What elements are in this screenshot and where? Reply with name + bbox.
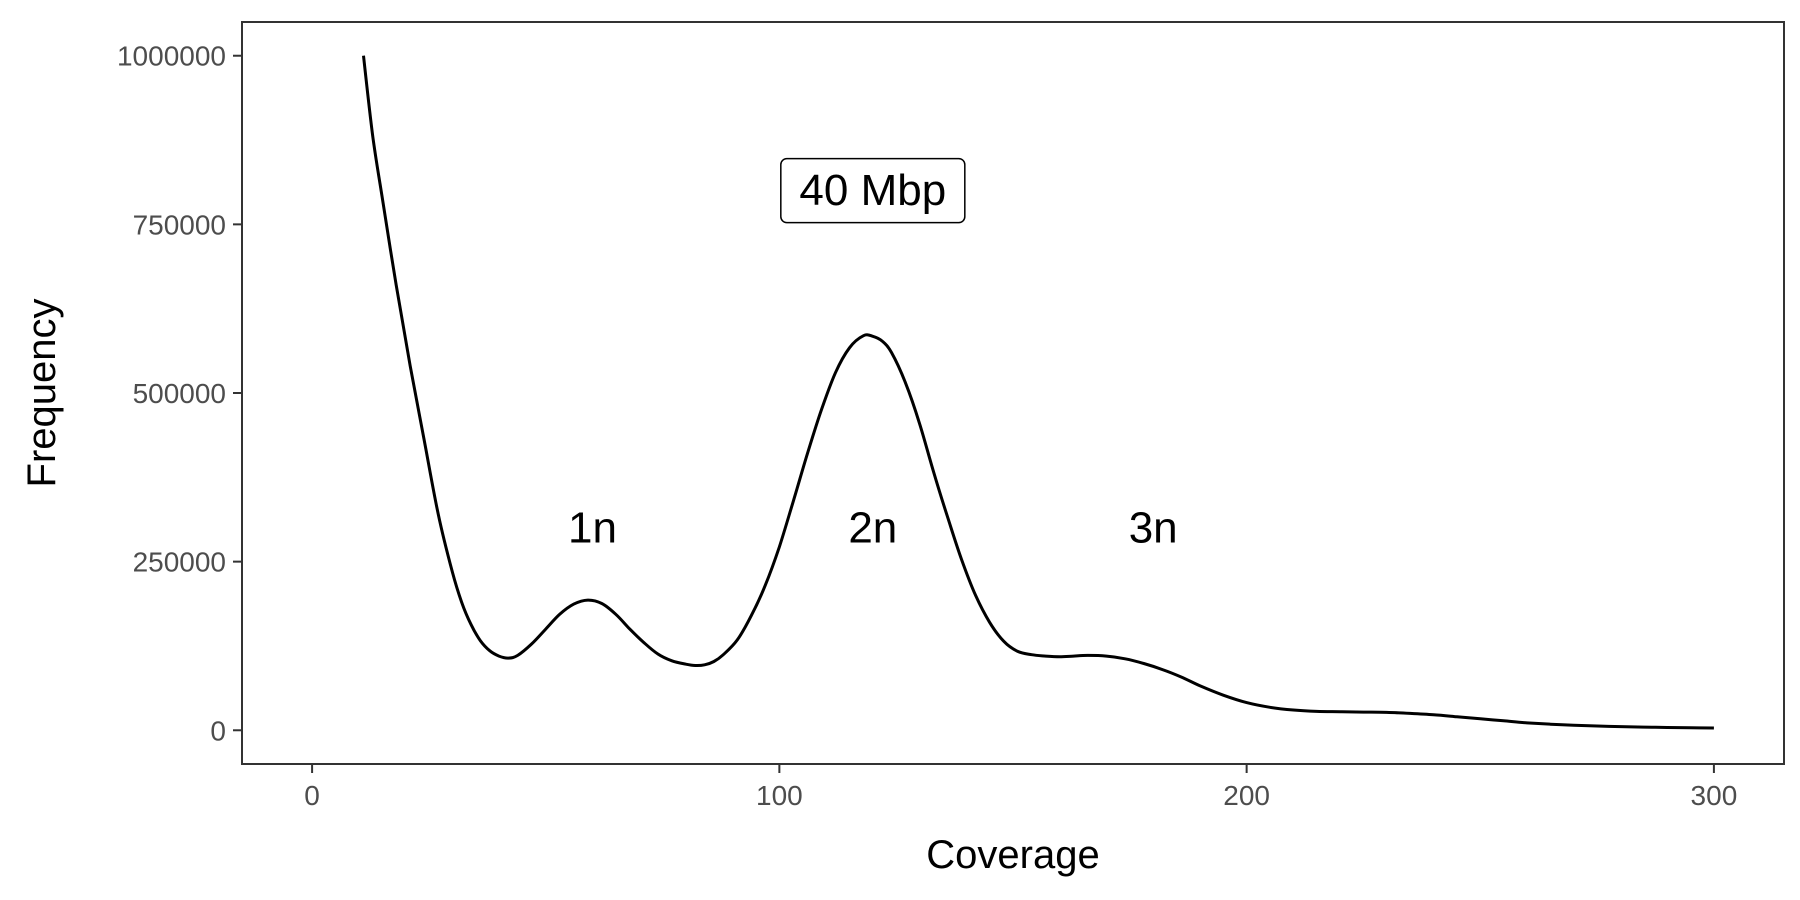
- x-axis-title: Coverage: [926, 833, 1099, 877]
- y-axis: 0 250000 500000 750000 1000000: [117, 41, 242, 746]
- x-axis: 0 100 200 300: [304, 764, 1737, 811]
- genome-size-label: 40 Mbp: [780, 157, 966, 224]
- peak-annotations: 1n 2n 3n: [568, 503, 1178, 552]
- genome-size-box: [780, 157, 966, 224]
- frequency-curve: [362, 55, 1714, 730]
- y-tick-label: 1000000: [117, 41, 226, 72]
- y-tick-label: 500000: [133, 378, 226, 409]
- y-tick-label: 250000: [133, 547, 226, 578]
- genome-size-text: 40 Mbp: [799, 166, 946, 215]
- x-tick-label: 300: [1691, 780, 1738, 811]
- peak-label-1n: 1n: [568, 503, 617, 552]
- x-tick-label: 0: [304, 780, 320, 811]
- y-tick-label: 0: [210, 715, 226, 746]
- y-axis-title: Frequency: [20, 299, 64, 488]
- x-tick-label: 200: [1223, 780, 1270, 811]
- y-tick-label: 750000: [133, 209, 226, 240]
- x-tick-label: 100: [756, 780, 803, 811]
- peak-label-3n: 3n: [1129, 503, 1178, 552]
- peak-label-2n: 2n: [848, 503, 897, 552]
